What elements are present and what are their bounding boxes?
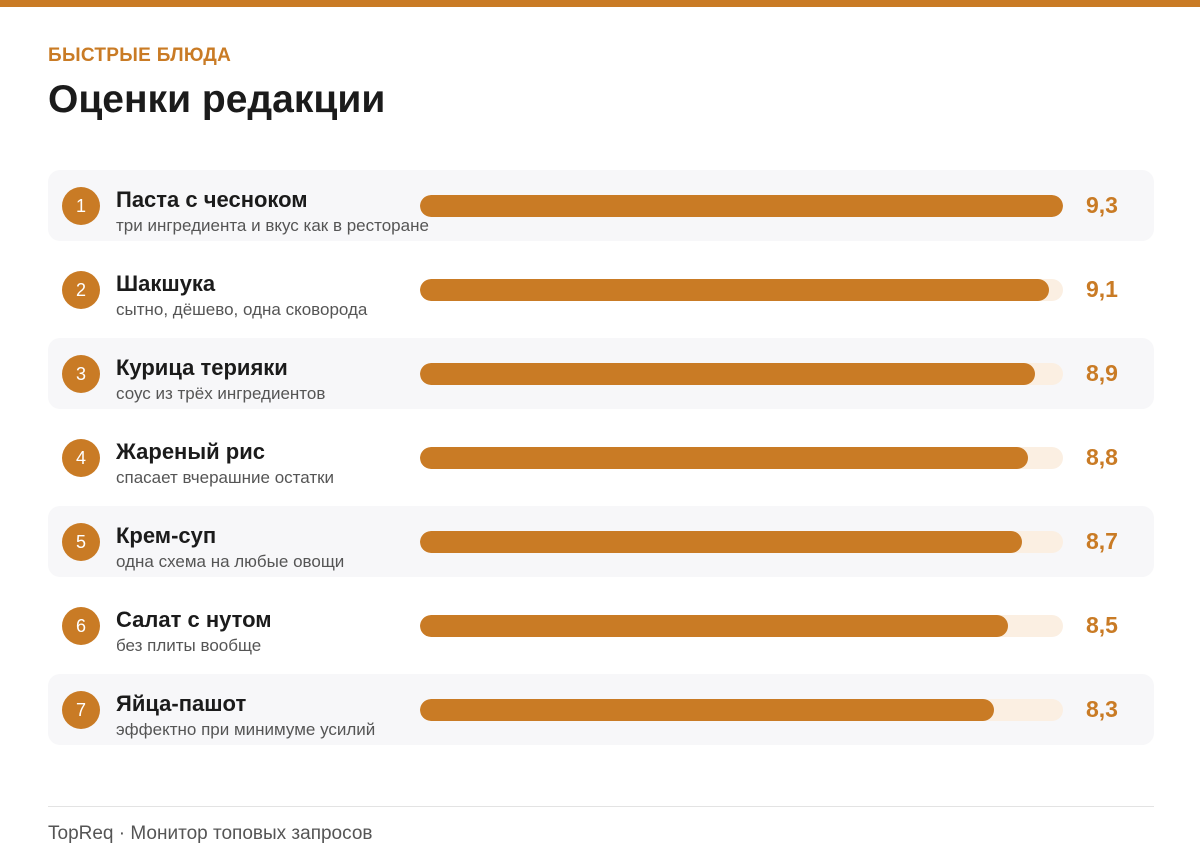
rank-badge: 5: [62, 523, 100, 561]
dish-description: без плиты вообще: [116, 636, 262, 655]
footer-divider: [48, 806, 1154, 807]
rank-badge: 7: [62, 691, 100, 729]
data-label: 8,7: [1086, 528, 1118, 554]
bar-track: [420, 531, 1063, 553]
kicker: БЫСТРЫЕ БЛЮДА: [48, 45, 232, 66]
dish-name: Курица терияки: [116, 355, 288, 380]
footer-text: TopReq · Монитор топовых запросов: [48, 823, 373, 844]
list-item: 2 Шакшука сытно, дёшево, одна сковорода 9,1: [48, 254, 1154, 325]
dish-name: Жареный рис: [116, 439, 265, 464]
rank-badge: 4: [62, 439, 100, 477]
bar-track: [420, 699, 1063, 721]
bar: [420, 279, 1050, 301]
dish-description: сытно, дёшево, одна сковорода: [116, 300, 368, 319]
data-label: 9,1: [1086, 276, 1118, 302]
data-label: 9,3: [1086, 192, 1118, 218]
list-item: 1 Паста с чесноком три ингредиента и вкус …: [48, 170, 1154, 241]
data-label: 8,9: [1086, 360, 1118, 386]
rank-badge: 6: [62, 607, 100, 645]
list-item: 6 Салат с нутом без плиты вообще 8,5: [48, 590, 1154, 661]
rank-badge: 3: [62, 355, 100, 393]
list-item: 3 Курица терияки соус из трёх ингредиентов…: [48, 338, 1154, 409]
bar: [420, 447, 1029, 469]
dish-name: Крем-суп: [116, 523, 217, 548]
bar: [420, 195, 1063, 217]
bar-track: [420, 195, 1063, 217]
dish-name: Яйца-пашот: [116, 691, 247, 716]
rank-badge: 1: [62, 187, 100, 225]
dish-name: Шакшука: [116, 271, 216, 296]
top-accent-bar: [0, 0, 1200, 7]
bar: [420, 363, 1036, 385]
bar: [420, 615, 1008, 637]
bar: [420, 531, 1022, 553]
dish-description: эффектно при минимуме усилий: [116, 720, 376, 739]
bar-track: [420, 363, 1063, 385]
bar: [420, 699, 994, 721]
bar-track: [420, 447, 1063, 469]
dish-description: спасает вчерашние остатки: [116, 468, 335, 487]
dish-description: соус из трёх ингредиентов: [116, 384, 326, 403]
dish-name: Салат с нутом: [116, 607, 272, 632]
data-label: 8,5: [1086, 612, 1118, 638]
rank-badge: 2: [62, 271, 100, 309]
data-label: 8,8: [1086, 444, 1118, 470]
dish-name: Паста с чесноком: [116, 187, 308, 212]
list-item: 7 Яйца-пашот эффектно при минимуме усилий 8…: [48, 674, 1154, 745]
page-title: Оценки редакции: [48, 78, 386, 121]
dish-description: три ингредиента и вкус как в ресторане: [116, 216, 429, 235]
list-item: 4 Жареный рис спасает вчерашние остатки 8,8: [48, 422, 1154, 493]
list-item: 5 Крем-суп одна схема на любые овощи 8,7: [48, 506, 1154, 577]
dish-description: одна схема на любые овощи: [116, 552, 345, 571]
bar-track: [420, 615, 1063, 637]
data-label: 8,3: [1086, 696, 1118, 722]
bar-track: [420, 279, 1063, 301]
